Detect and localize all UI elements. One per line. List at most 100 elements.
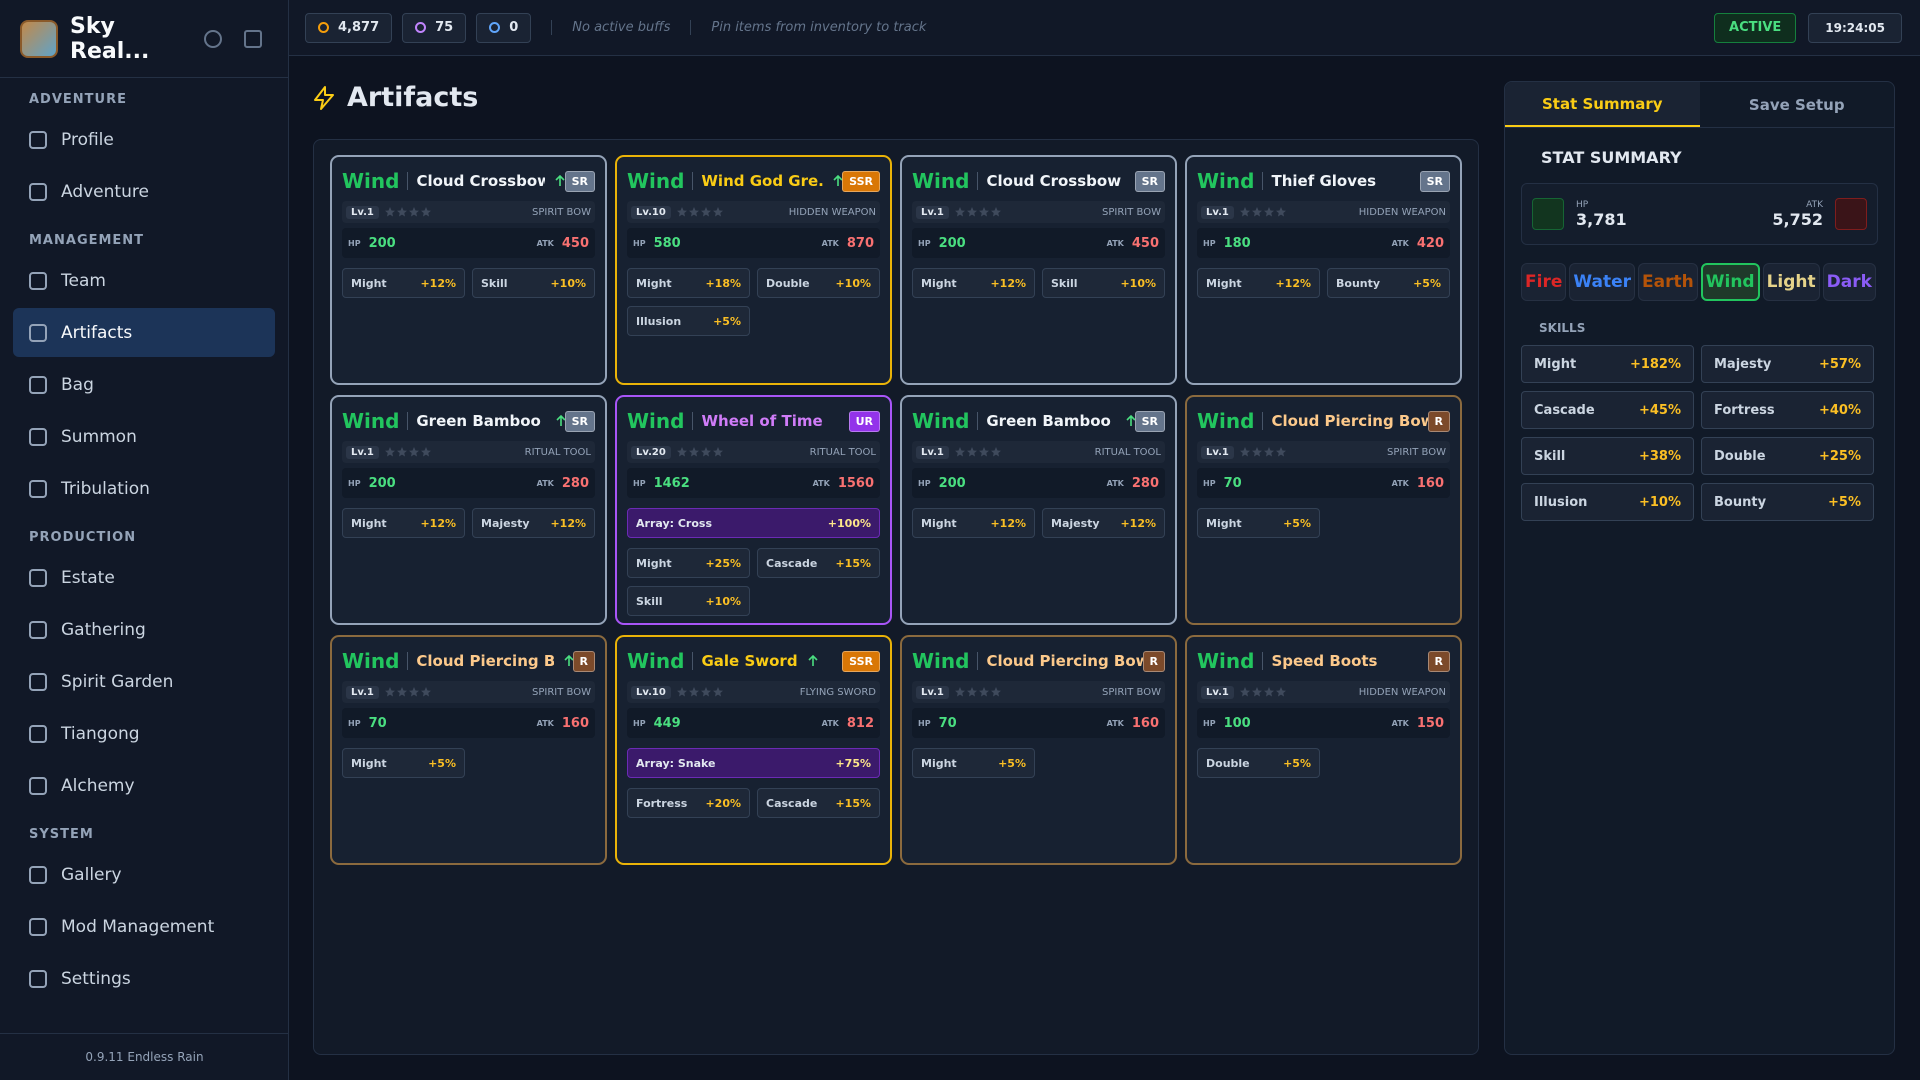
nav-item[interactable]: Artifacts <box>13 308 275 357</box>
bonus-value: +15% <box>835 796 871 810</box>
level-row: Lv.1 HIDDEN WEAPON <box>1197 681 1450 703</box>
tab[interactable]: Save Setup <box>1748 95 1845 114</box>
nav-item[interactable]: Spirit Garden <box>13 657 275 706</box>
nav-item[interactable]: Summon <box>13 412 275 461</box>
level: Lv.1 <box>346 445 379 459</box>
atk-label: ATK <box>821 238 839 248</box>
artifact-name: Cloud Crossbow <box>986 172 1122 190</box>
nav-item[interactable]: Mod Management <box>13 902 275 951</box>
hp-label: HP <box>348 718 361 728</box>
stat-row: HP 580 ATK 870 <box>627 228 880 258</box>
bonus-value: +5% <box>1413 276 1441 290</box>
hp-label: HP <box>348 238 361 248</box>
atk-label: ATK <box>1106 238 1124 248</box>
nav-item[interactable]: Team <box>13 256 275 305</box>
nav-item[interactable]: Gallery <box>13 850 275 899</box>
rarity: SR <box>1419 170 1450 192</box>
artifact-card[interactable]: Wind Cloud Piercing B... R Lv.1 SPIRIT BOW HP… <box>330 635 607 865</box>
level-row: Lv.1 SPIRIT BOW <box>342 201 595 223</box>
bonus-list: Might +12% Skill +10% <box>342 268 595 298</box>
artifact-card[interactable]: Wind Wind God Gre... SSR Lv.10 HIDDEN WEAPON… <box>615 155 892 385</box>
nav-item[interactable]: Tribulation <box>13 464 275 513</box>
skill-value: +38% <box>1638 448 1681 464</box>
artifact-card[interactable]: Wind Gale Sword SSR Lv.10 FLYING SWORD HP 449 A… <box>615 635 892 865</box>
element-button[interactable]: Water <box>1569 263 1636 301</box>
element-button[interactable]: Earth <box>1638 263 1698 301</box>
hp-total: HP 3,781 <box>1576 200 1627 229</box>
artifact-card[interactable]: Wind Cloud Crossbow SR Lv.1 SPIRIT BOW HP 200 A… <box>900 155 1177 385</box>
element-button[interactable]: Dark <box>1822 263 1876 301</box>
level: Lv.1 <box>916 685 949 699</box>
card-header: Wind Cloud Crossbow SR <box>342 163 595 199</box>
add-button[interactable] <box>1532 198 1564 230</box>
element: Wind <box>912 409 970 433</box>
artifact-type: SPIRIT BOW <box>1102 686 1161 698</box>
artifact-card[interactable]: Wind Speed Boots R Lv.1 HIDDEN WEAPON HP 100 AT… <box>1185 635 1462 865</box>
nav-item[interactable]: Estate <box>13 553 275 602</box>
artifact-name: Cloud Crossbow <box>416 172 546 190</box>
resource-icon <box>415 22 427 33</box>
hp-label: HP <box>633 238 646 248</box>
artifact-card[interactable]: Wind Green Bamboo ... SR Lv.1 RITUAL TOOL HP 2… <box>330 395 607 625</box>
nav-label: Profile <box>61 129 114 150</box>
skill-name: Skill <box>1534 448 1566 464</box>
level: Lv.20 <box>631 445 671 459</box>
help-button[interactable] <box>204 29 222 48</box>
stat-row: HP 200 ATK 450 <box>342 228 595 258</box>
nav-group-label: ADVENTURE <box>29 92 127 107</box>
nav-label: Estate <box>61 567 115 588</box>
level: Lv.1 <box>346 205 379 219</box>
skill-name: Bounty <box>1714 494 1767 510</box>
nav-item[interactable]: Adventure <box>13 167 275 216</box>
bonus-name: Illusion <box>636 314 682 328</box>
resource-icon <box>318 22 329 33</box>
bonus-name: Fortress <box>636 796 688 810</box>
stat-row: HP 70 ATK 160 <box>1197 468 1450 498</box>
artifact-name: Wheel of Time <box>701 412 823 430</box>
element-button[interactable]: Light <box>1762 263 1820 301</box>
nav-item[interactable]: Alchemy <box>13 761 275 810</box>
artifact-card[interactable]: Wind Cloud Piercing Bow R Lv.1 SPIRIT BOW HP 7… <box>900 635 1177 865</box>
artifact-card[interactable]: Wind Thief Gloves SR Lv.1 HIDDEN WEAPON HP 180… <box>1185 155 1462 385</box>
bonus-value: +12% <box>420 276 456 290</box>
skill: Double +25% <box>1701 437 1874 475</box>
divider <box>692 652 694 670</box>
atk-value: 160 <box>561 715 589 731</box>
bonus-list: Might +5% <box>342 748 595 778</box>
nav-item[interactable]: Profile <box>13 115 275 164</box>
resource-value: 0 <box>509 20 519 35</box>
tab[interactable]: Stat Summary <box>1505 82 1700 127</box>
collapse-button[interactable] <box>244 29 262 48</box>
artifact-name: Green Bamboo ... <box>416 412 545 430</box>
hp-value: 70 <box>368 715 387 731</box>
element-button[interactable]: Wind <box>1700 263 1760 301</box>
artifact-card[interactable]: Wind Cloud Crossbow SR Lv.1 SPIRIT BOW HP 200 A… <box>330 155 607 385</box>
element: Wind <box>627 649 685 673</box>
title-icon <box>314 85 334 110</box>
nav-item[interactable]: Tiangong <box>13 709 275 758</box>
bonus-value: +20% <box>705 796 741 810</box>
artifact-card[interactable]: Wind Wheel of Time UR Lv.20 RITUAL TOOL HP 146… <box>615 395 892 625</box>
atk-label: ATK <box>1806 199 1823 210</box>
bonus: Cascade +15% <box>757 788 880 818</box>
stat-row: HP 200 ATK 450 <box>912 228 1165 258</box>
upgrade-icon <box>1126 415 1135 426</box>
stat-row: HP 1462 ATK 1560 <box>627 468 880 498</box>
atk-value: 280 <box>561 475 589 491</box>
stat-row: HP 70 ATK 160 <box>912 708 1165 738</box>
element-button[interactable]: Fire <box>1521 263 1567 301</box>
bonus-list: Fortress +20% Cascade +15% <box>627 788 880 818</box>
divider <box>977 652 979 670</box>
bonus-list: Double +5% <box>1197 748 1450 778</box>
edit-button[interactable] <box>1835 198 1867 230</box>
skill-value: +10% <box>1638 494 1681 510</box>
bonus-value: +10% <box>550 276 586 290</box>
nav-item[interactable]: Settings <box>13 954 275 1003</box>
nav-icon <box>29 969 47 988</box>
nav-item[interactable]: Gathering <box>13 605 275 654</box>
artifact-card[interactable]: Wind Cloud Piercing Bow R Lv.1 SPIRIT BOW HP 7… <box>1185 395 1462 625</box>
artifact-card[interactable]: Wind Green Bamboo ... SR Lv.1 RITUAL TOOL HP 2… <box>900 395 1177 625</box>
hp-label: HP <box>1203 478 1216 488</box>
nav-item[interactable]: Bag <box>13 360 275 409</box>
skill-name: Fortress <box>1714 402 1775 418</box>
